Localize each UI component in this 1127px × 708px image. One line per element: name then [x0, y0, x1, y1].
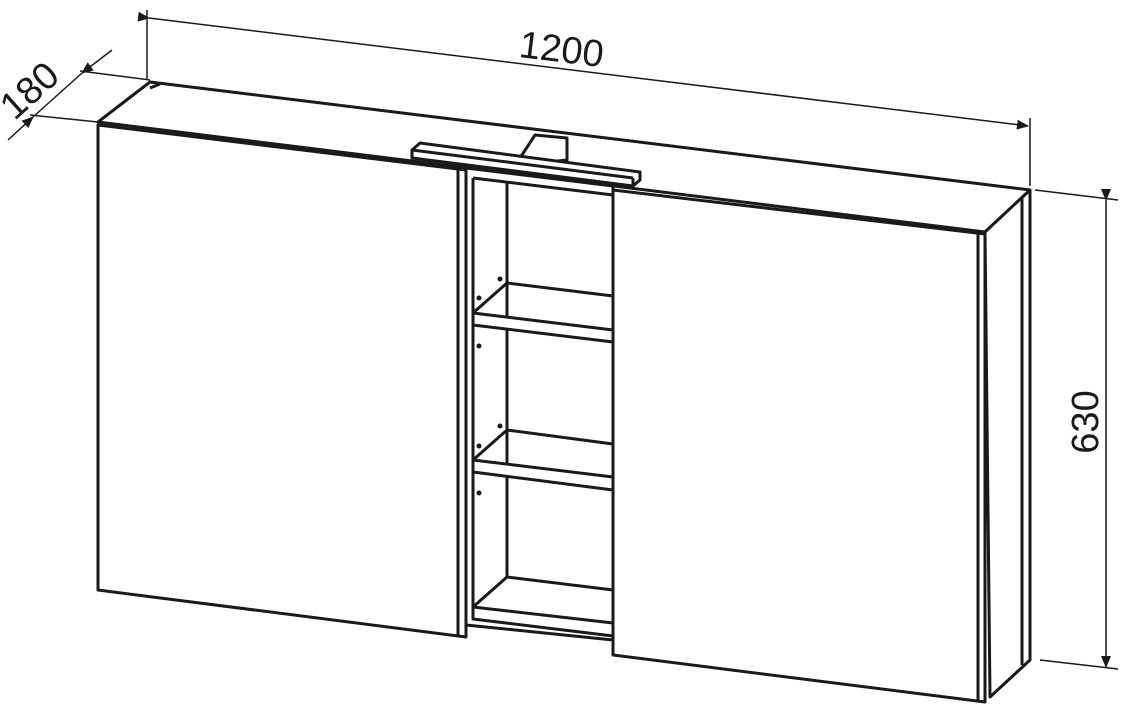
cabinet-body — [96, 80, 1032, 704]
height-dimension: 630 — [1034, 189, 1119, 670]
dimension-line — [32, 72, 83, 118]
extension-line — [1034, 189, 1119, 201]
right-side-panel — [983, 188, 1032, 699]
width-dimension: 1200 — [137, 10, 1031, 186]
extension-line — [79, 70, 151, 81]
width-label: 1200 — [517, 24, 606, 76]
dimension-line — [7, 116, 34, 141]
height-label: 630 — [1065, 390, 1107, 453]
dimension-line — [137, 11, 1029, 130]
left-door — [96, 123, 468, 639]
shelf-pin-holes — [476, 276, 503, 496]
cabinet-interior — [464, 166, 615, 642]
dimension-line — [81, 49, 113, 74]
right-door — [611, 188, 987, 704]
extension-line — [29, 114, 99, 123]
light-fixture — [410, 133, 642, 188]
